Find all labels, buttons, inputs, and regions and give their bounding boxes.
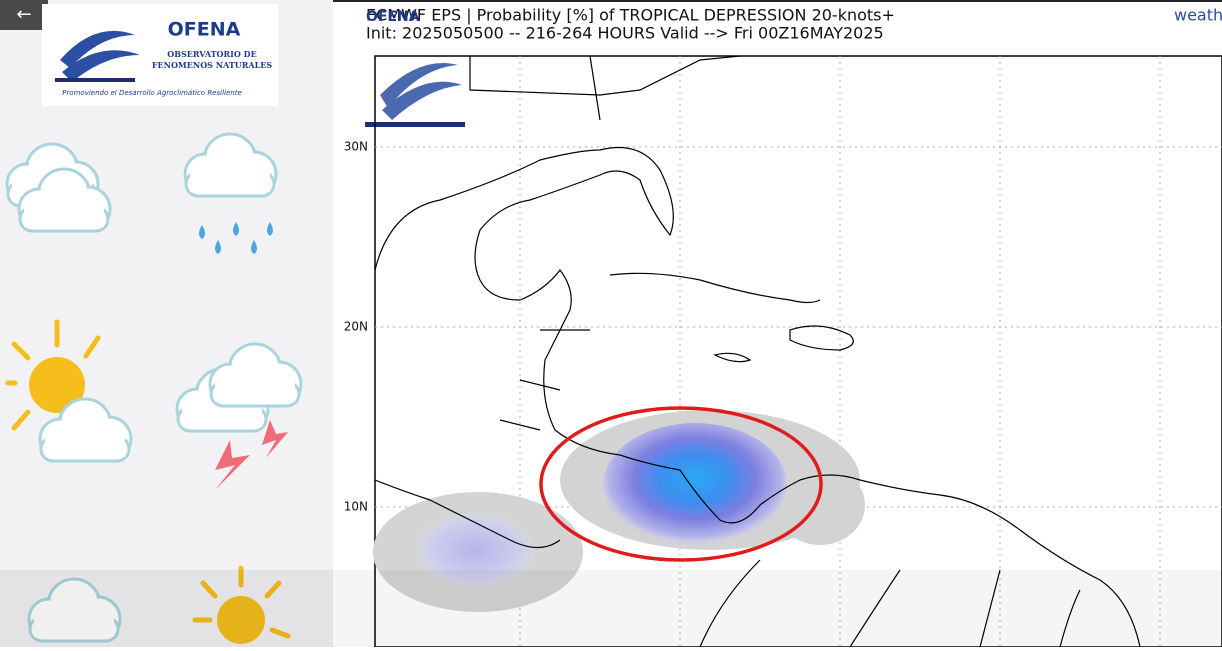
lat-label: 20N <box>344 320 368 334</box>
map-title: ECMWF EPS | Probability [%] of TROPICAL … <box>366 6 895 25</box>
rain-drops <box>199 222 273 254</box>
sun-icon <box>192 565 291 644</box>
probability-area <box>603 423 787 547</box>
logo-title: OFENA <box>168 19 241 41</box>
logo-bar <box>55 78 135 82</box>
probability-area <box>415 512 535 588</box>
map-watermark: OFENA <box>366 9 420 25</box>
coastlines <box>374 55 1141 648</box>
highlight-ellipse <box>539 406 823 562</box>
map-corner-text: weath <box>1174 6 1222 25</box>
back-button[interactable] <box>0 0 48 30</box>
video-shade <box>333 570 1222 647</box>
map-logo <box>380 63 462 120</box>
map-logo-bar <box>365 122 465 127</box>
storm-icon <box>175 342 303 490</box>
panel-shade <box>0 570 333 647</box>
logo-swoosh <box>60 30 140 83</box>
logo-slogan: Promoviendo el Desarrollo Agroclimático … <box>62 89 242 97</box>
map-subtitle: Init: 2025050500 -- 216-264 HOURS Valid … <box>366 24 884 43</box>
logo-subtitle: OBSERVATORIO DE <box>167 49 256 59</box>
lat-label: 30N <box>344 140 368 154</box>
back-icon: ← <box>16 4 31 25</box>
lat-label: 10N <box>344 500 368 514</box>
logo-subtitle: FENOMENOS NATURALES <box>152 60 272 70</box>
sun-cloud-icon <box>5 319 133 463</box>
